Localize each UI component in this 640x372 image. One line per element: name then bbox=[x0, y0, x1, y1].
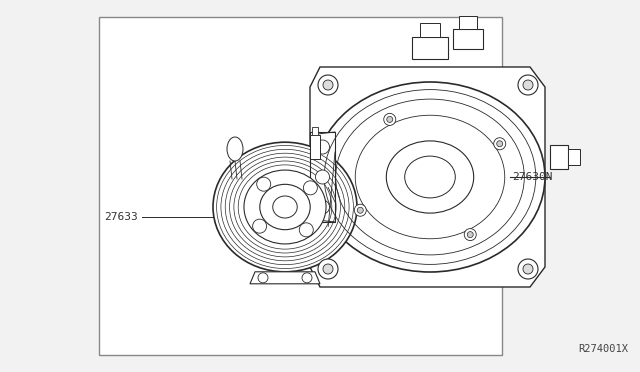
Ellipse shape bbox=[316, 170, 330, 184]
Ellipse shape bbox=[387, 116, 393, 122]
Ellipse shape bbox=[227, 137, 243, 161]
Bar bbox=[310, 135, 320, 159]
Ellipse shape bbox=[518, 75, 538, 95]
Text: R274001X: R274001X bbox=[578, 344, 628, 354]
Ellipse shape bbox=[518, 259, 538, 279]
Ellipse shape bbox=[493, 138, 506, 150]
Ellipse shape bbox=[300, 223, 314, 237]
Polygon shape bbox=[310, 67, 545, 287]
Ellipse shape bbox=[323, 264, 333, 274]
Ellipse shape bbox=[497, 141, 502, 147]
Ellipse shape bbox=[213, 142, 357, 272]
Ellipse shape bbox=[244, 170, 326, 244]
Ellipse shape bbox=[257, 177, 271, 191]
Bar bbox=[310, 132, 335, 222]
Bar bbox=[312, 127, 318, 135]
Bar bbox=[459, 16, 477, 29]
Text: 27633: 27633 bbox=[104, 212, 138, 222]
Polygon shape bbox=[250, 272, 320, 284]
Ellipse shape bbox=[323, 80, 333, 90]
Ellipse shape bbox=[318, 259, 338, 279]
Ellipse shape bbox=[404, 156, 455, 198]
Ellipse shape bbox=[467, 232, 473, 238]
Ellipse shape bbox=[387, 141, 474, 213]
Bar bbox=[99, 17, 502, 355]
Ellipse shape bbox=[316, 140, 330, 154]
Ellipse shape bbox=[315, 82, 545, 272]
Bar bbox=[412, 37, 448, 59]
Ellipse shape bbox=[384, 113, 396, 125]
Ellipse shape bbox=[260, 184, 310, 230]
Ellipse shape bbox=[464, 228, 476, 241]
Ellipse shape bbox=[357, 207, 364, 213]
Bar bbox=[550, 145, 568, 169]
Bar bbox=[568, 149, 580, 165]
Text: 27630N: 27630N bbox=[513, 172, 553, 182]
Ellipse shape bbox=[318, 75, 338, 95]
Bar bbox=[420, 23, 440, 37]
Ellipse shape bbox=[303, 181, 317, 195]
Bar bbox=[453, 29, 483, 49]
Ellipse shape bbox=[523, 264, 533, 274]
Ellipse shape bbox=[253, 219, 267, 233]
Ellipse shape bbox=[523, 80, 533, 90]
Ellipse shape bbox=[302, 273, 312, 283]
Ellipse shape bbox=[258, 273, 268, 283]
Ellipse shape bbox=[316, 200, 330, 214]
Ellipse shape bbox=[355, 204, 366, 216]
Ellipse shape bbox=[273, 196, 297, 218]
